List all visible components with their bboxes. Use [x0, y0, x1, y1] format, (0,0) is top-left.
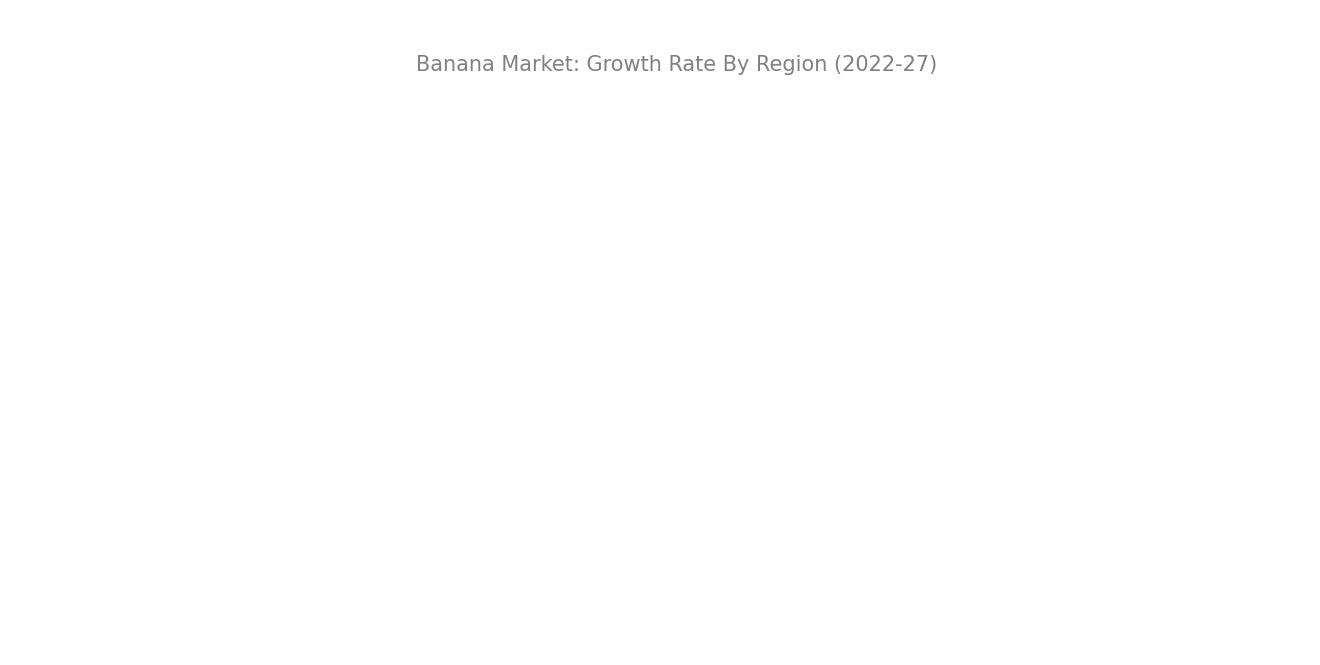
Title: Banana Market: Growth Rate By Region (2022-27): Banana Market: Growth Rate By Region (20…: [416, 55, 937, 75]
